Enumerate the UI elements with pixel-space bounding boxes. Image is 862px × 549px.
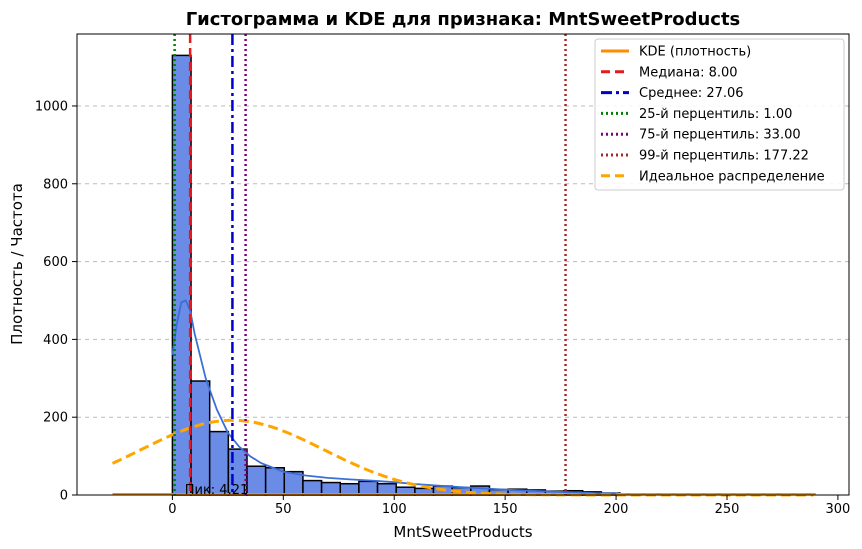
- y-axis-label: Плотность / Частота: [8, 183, 26, 345]
- x-axis-label: MntSweetProducts: [393, 523, 532, 541]
- x-tick-label: 0: [168, 502, 176, 517]
- legend-box: [594, 38, 845, 191]
- y-tick-label: 1000: [35, 99, 68, 114]
- y-axis-ticks: 0 200 400 600 800 1000: [35, 99, 77, 504]
- legend-label: KDE (плотность): [639, 45, 751, 60]
- chart-title: Гистограмма и KDE для признака: MntSweet…: [186, 9, 741, 30]
- kde-curve: [171, 299, 619, 495]
- peak-annotation: Пик: 4.21: [185, 483, 249, 498]
- y-tick-label: 600: [43, 255, 68, 270]
- x-tick-label: 100: [382, 502, 407, 517]
- histogram-bar: [302, 479, 323, 496]
- x-tick-label: 300: [825, 502, 850, 517]
- reference-lines: [173, 34, 567, 495]
- x-tick-label: 200: [604, 502, 629, 517]
- x-tick-label: 150: [493, 502, 518, 517]
- x-tick-label: 50: [275, 502, 292, 517]
- legend-label: Медиана: 8.00: [639, 65, 738, 80]
- histogram-bars: [171, 54, 621, 496]
- legend: KDE (плотность) Медиана: 8.00 Среднее: 27.…: [594, 38, 845, 191]
- y-tick-label: 0: [60, 489, 68, 504]
- x-axis-ticks: 0 50 100 150 200 250 300: [168, 495, 850, 517]
- legend-label: Идеальное распределение: [639, 169, 825, 184]
- histogram-bar: [358, 480, 379, 496]
- x-tick-label: 250: [715, 502, 740, 517]
- legend-label: 75-й перцентиль: 33.00: [639, 128, 801, 143]
- legend-label: Среднее: 27.06: [639, 86, 744, 101]
- histogram-bar: [190, 380, 211, 496]
- y-tick-label: 800: [43, 177, 68, 192]
- y-tick-label: 200: [43, 411, 68, 426]
- legend-label: 99-й перцентиль: 177.22: [639, 149, 809, 164]
- plot-frame: [76, 33, 850, 496]
- y-tick-label: 400: [43, 333, 68, 348]
- histogram-bar: [246, 465, 267, 496]
- legend-label: 25-й перцентиль: 1.00: [639, 107, 792, 122]
